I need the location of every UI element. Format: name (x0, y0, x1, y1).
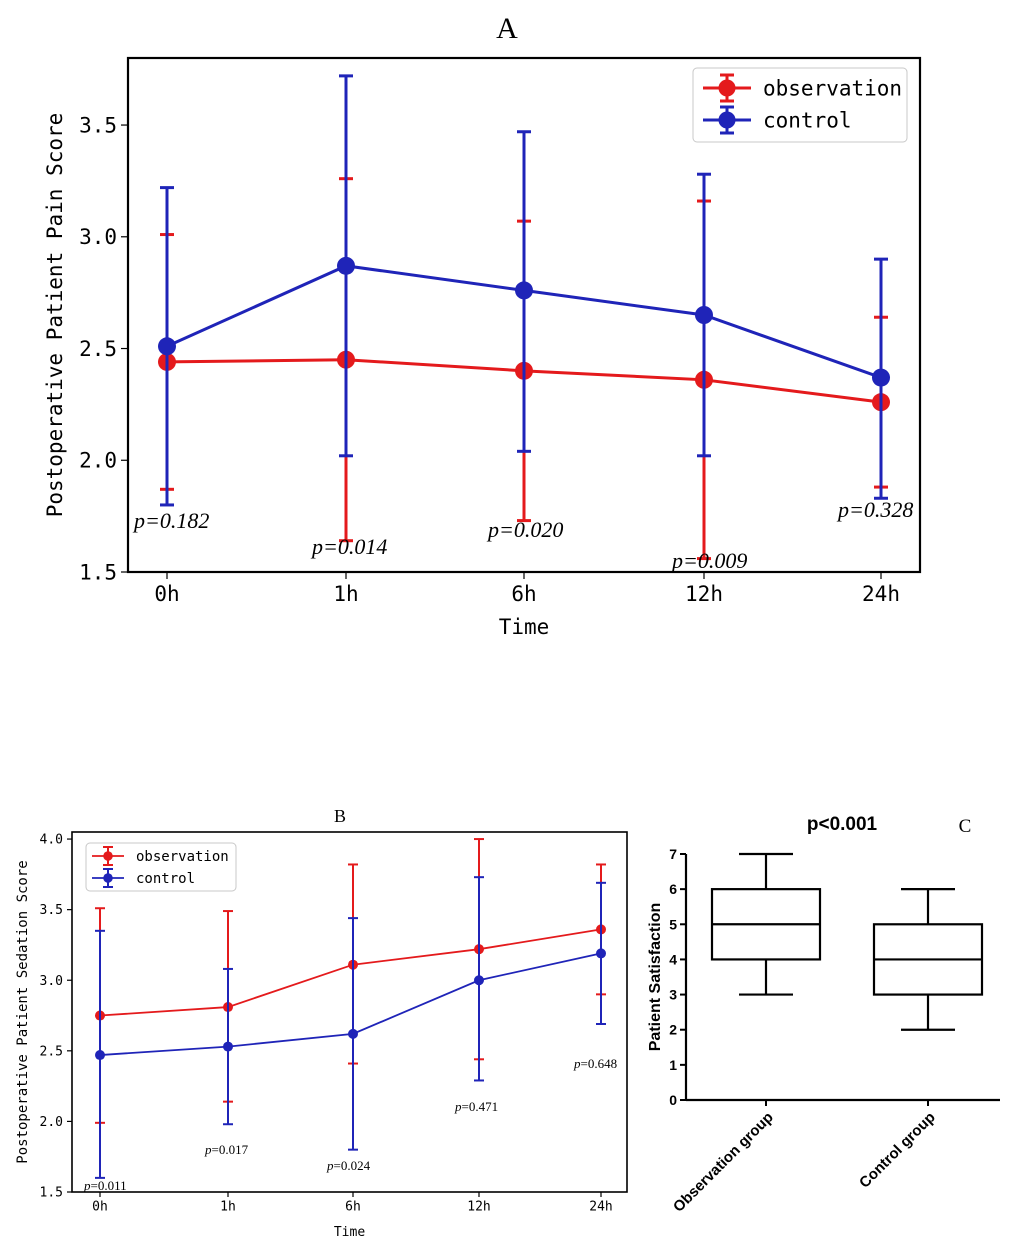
y-tick-label: 3.0 (79, 225, 117, 249)
y-axis-label: Patient Satisfaction (647, 903, 664, 1051)
y-axis-label: Postoperative Patient Sedation Score (15, 860, 31, 1163)
x-tick-label: 24h (589, 1200, 612, 1215)
y-tick-label: 2.0 (79, 449, 117, 473)
plot-frame (71, 831, 628, 1193)
y-tick-label: 1.5 (79, 560, 117, 584)
x-tick-label: 6h (511, 582, 536, 606)
data-point (695, 306, 713, 324)
x-tick-label: Control group (856, 1109, 939, 1192)
panel-letter: A (496, 12, 518, 45)
x-axis-label: Time (334, 1225, 365, 1240)
p-value-label: p=0.017 (204, 1142, 249, 1157)
data-point (95, 1050, 105, 1061)
y-tick-label: 6 (669, 881, 677, 897)
legend-label: observation (136, 849, 229, 865)
legend-marker (103, 873, 113, 883)
panel-b: B 1.5 2.0 2.5 3.0 3.5 4.0 0h 1h 6h 12h 24h Time Posto… (15, 806, 628, 1240)
p-value-label: p=0.024 (326, 1158, 371, 1173)
p-value-label: p=0.471 (454, 1099, 498, 1114)
x-tick-label: 24h (862, 582, 900, 606)
y-tick-label: 4 (669, 951, 677, 967)
chart-title: p<0.001 (807, 814, 878, 835)
y-tick-label: 4.0 (40, 833, 63, 848)
x-tick-label: 1h (333, 582, 358, 606)
legend-label: observation (763, 76, 902, 100)
series-control (158, 74, 890, 507)
x-tick-label: 0h (154, 582, 179, 606)
panel-a: A 1.5 2.0 2.5 3.0 3.5 0h 1h 6h 12h 24h Time Postoper… (43, 12, 922, 639)
y-tick-label: 7 (669, 846, 677, 862)
panel-letter: C (959, 816, 972, 837)
p-value-label: p=0.011 (83, 1178, 127, 1193)
legend-box (85, 842, 237, 892)
y-tick-label: 3 (669, 987, 677, 1003)
y-tick-label: 2 (669, 1022, 677, 1038)
x-tick-label: 12h (467, 1200, 490, 1215)
x-tick-label: 1h (220, 1200, 236, 1215)
series-line (99, 928, 602, 1017)
y-tick-label: 3.5 (79, 113, 117, 137)
data-point (223, 1041, 233, 1052)
data-point (872, 368, 890, 387)
p-value-label: p=0.014 (310, 534, 387, 559)
legend-label: control (763, 108, 852, 132)
y-axis-label: Postoperative Patient Pain Score (43, 113, 67, 518)
p-value-label: p=0.328 (836, 497, 913, 522)
y-tick-label: 1.5 (40, 1186, 63, 1201)
x-tick-label: 0h (92, 1200, 108, 1215)
y-tick-label: 1 (669, 1057, 677, 1073)
x-axis-label: Time (499, 615, 550, 639)
panel-letter: B (334, 806, 346, 826)
y-tick-label: 0 (669, 1092, 677, 1108)
y-tick-label: 2.0 (40, 1115, 63, 1130)
p-value-label: p=0.648 (573, 1056, 617, 1071)
series-control (95, 876, 606, 1179)
y-tick-label: 2.5 (40, 1044, 63, 1059)
data-point (515, 281, 533, 300)
x-tick-label: 12h (685, 582, 723, 606)
y-tick-label: 2.5 (79, 337, 117, 361)
data-point (596, 948, 606, 959)
data-point (474, 975, 484, 986)
data-point (337, 256, 355, 275)
p-value-label: p=0.020 (486, 517, 563, 542)
p-value-label: p=0.182 (132, 508, 209, 533)
y-tick-label: 3.0 (40, 974, 63, 989)
p-value-label: p=0.009 (670, 548, 747, 573)
box-observation (710, 852, 822, 996)
x-tick-label: Observation group (670, 1109, 777, 1216)
panel-c: Cp<0.001 0 1 2 3 4 5 6 7 Patient Satisfaction Obse… (647, 814, 1000, 1216)
legend-label: control (136, 871, 195, 887)
y-tick-label: 3.5 (40, 903, 63, 918)
box-control (872, 888, 984, 1031)
legend: observation control (85, 842, 237, 892)
y-tick-label: 5 (669, 916, 677, 932)
legend-marker (718, 79, 736, 97)
legend: observation control (692, 67, 908, 143)
legend-marker (103, 851, 113, 861)
x-tick-label: 6h (345, 1200, 361, 1215)
data-point (348, 1028, 358, 1039)
legend-marker (718, 111, 736, 129)
data-point (158, 337, 176, 356)
